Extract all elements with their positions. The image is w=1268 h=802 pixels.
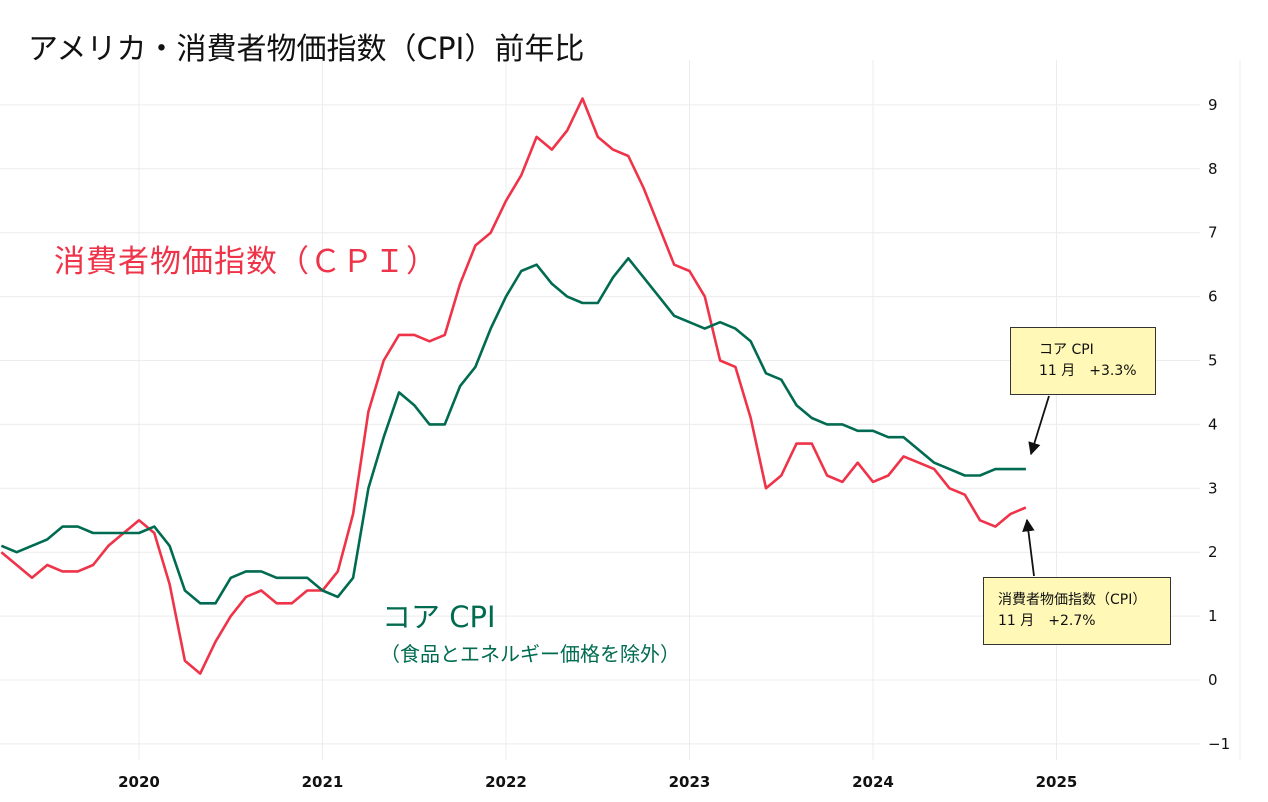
chart-title: アメリカ・消費者物価指数（CPI）前年比 <box>28 32 585 67</box>
y-tick-label: 6 <box>1208 288 1218 306</box>
y-tick-label: 5 <box>1208 352 1218 370</box>
y-tick-label: 7 <box>1208 224 1218 242</box>
core-annotation: コア CPI 11 月 +3.3% <box>1010 327 1156 395</box>
x-tick-label: 2025 <box>1036 773 1078 791</box>
y-tick-label: 3 <box>1208 479 1218 497</box>
cpi-series-label: 消費者物価指数（ＣＰＩ） <box>54 244 438 280</box>
y-tick-label: 0 <box>1208 671 1218 689</box>
y-tick-label: 4 <box>1208 415 1218 433</box>
y-tick-label: −1 <box>1208 735 1230 753</box>
x-tick-label: 2020 <box>118 773 160 791</box>
core-annotation-line1: コア CPI <box>1039 342 1094 358</box>
y-tick-label: 9 <box>1208 96 1218 114</box>
x-tick-label: 2021 <box>302 773 344 791</box>
core-annotation-line2: 11 月 +3.3% <box>1039 363 1137 379</box>
cpi-annotation-line1: 消費者物価指数（CPI） <box>998 592 1147 608</box>
x-tick-label: 2023 <box>669 773 711 791</box>
core-series-line <box>0 256 1026 605</box>
y-tick-label: 8 <box>1208 160 1218 178</box>
y-tick-label: 1 <box>1208 607 1218 625</box>
core-series-sublabel: （食品とエネルギー価格を除外） <box>380 642 680 666</box>
cpi-series-line <box>0 97 1027 675</box>
x-tick-label: 2024 <box>852 773 894 791</box>
cpi-annotation-arrow <box>1022 518 1035 577</box>
y-tick-label: 2 <box>1208 543 1218 561</box>
core-series-label: コア CPI <box>382 600 496 634</box>
cpi-annotation-line2: 11 月 +2.7% <box>998 613 1096 629</box>
cpi-annotation: 消費者物価指数（CPI） 11 月 +2.7% <box>983 577 1171 645</box>
x-tick-label: 2022 <box>485 773 527 791</box>
core-annotation-arrow <box>1028 395 1050 456</box>
